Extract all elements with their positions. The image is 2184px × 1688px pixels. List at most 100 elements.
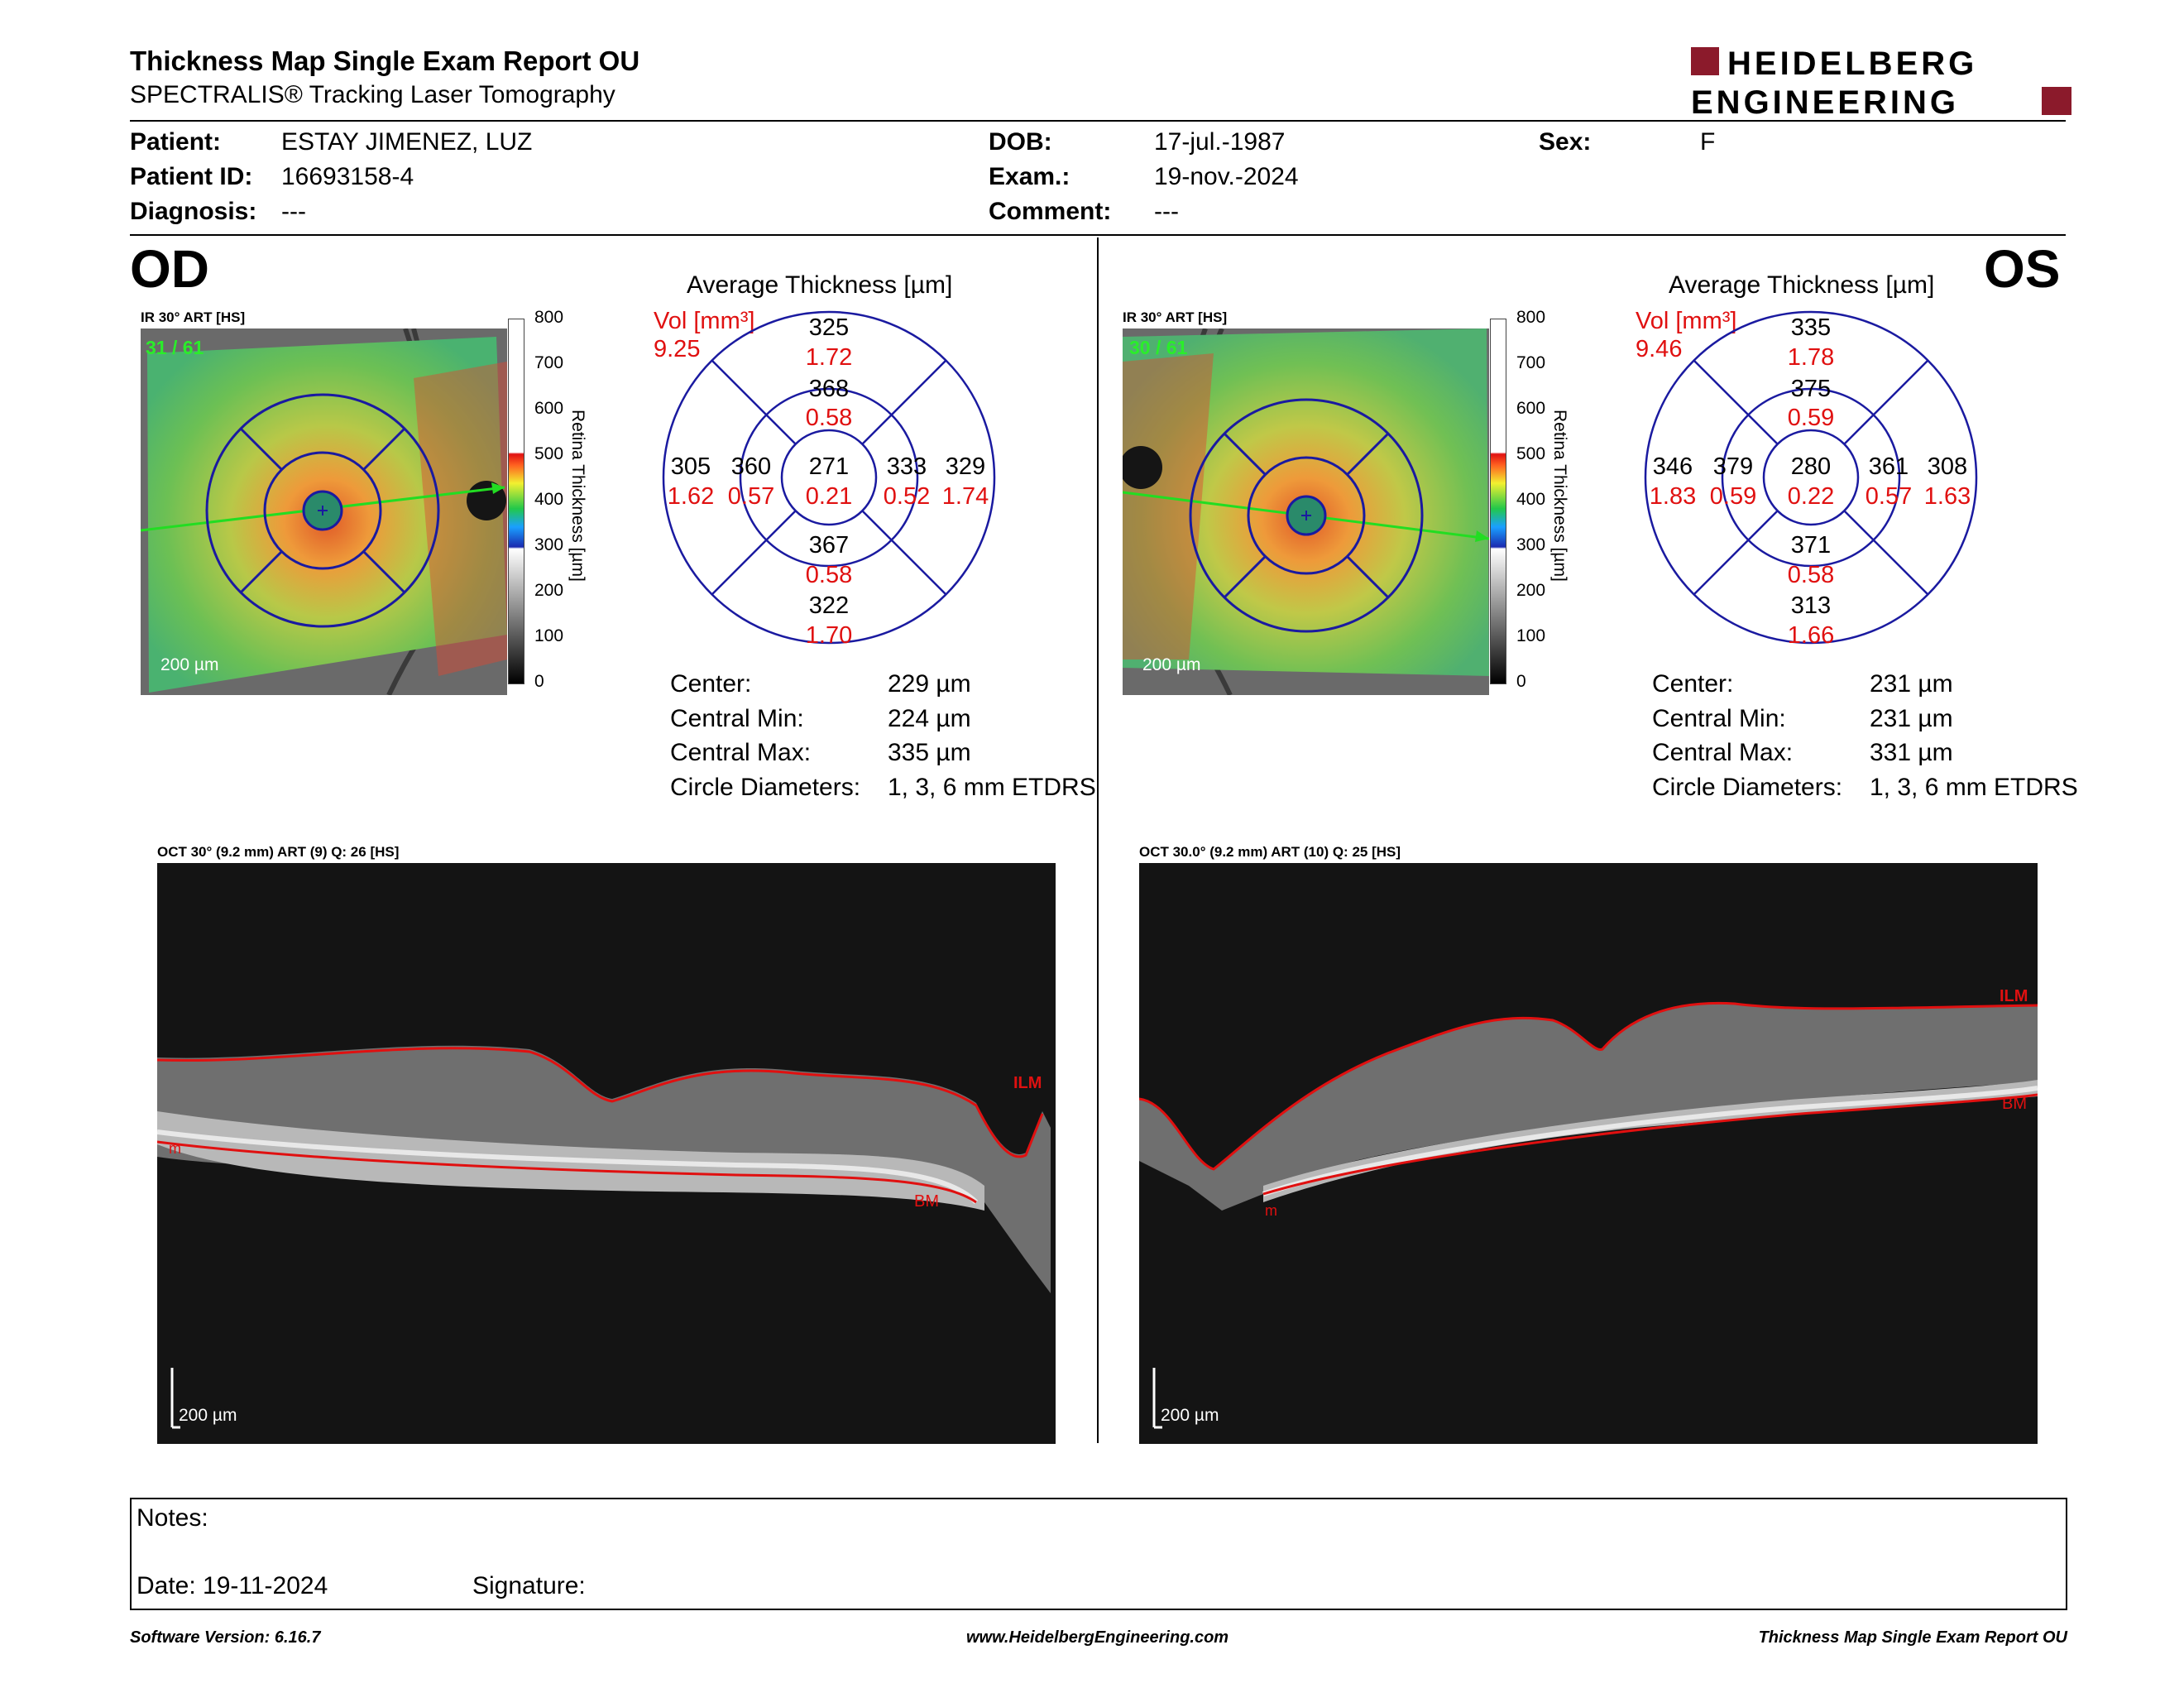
svg-text:325: 325 [809, 314, 849, 341]
od-tick: 400 [534, 490, 564, 509]
software-version: Software Version: 6.16.7 [130, 1628, 321, 1647]
os-tick: 200 [1516, 581, 1546, 600]
os-fundus-scale: 200 µm [1142, 655, 1201, 674]
svg-text:0.22: 0.22 [1788, 483, 1834, 510]
svg-text:1.66: 1.66 [1788, 622, 1834, 645]
svg-text:0.58: 0.58 [806, 405, 852, 431]
od-oct-caption: OCT 30° (9.2 mm) ART (9) Q: 26 [HS] [157, 844, 400, 860]
signature-label: Signature: [472, 1572, 586, 1599]
svg-text:368: 368 [809, 376, 849, 402]
svg-text:271: 271 [809, 453, 849, 480]
od-etdrs-grid: 325 1.72 368 0.58 271 0.21 367 0.58 322 … [662, 310, 996, 645]
os-circle-diameters-label: Circle Diameters: [1652, 774, 1843, 801]
os-frame-counter: 30 / 61 [1129, 337, 1188, 358]
patient-label: Patient: [130, 128, 222, 156]
footer-report-name: Thickness Map Single Exam Report OU [1758, 1628, 2067, 1647]
svg-text:1.62: 1.62 [668, 483, 714, 510]
svg-text:308: 308 [1928, 453, 1967, 480]
os-central-max-label: Central Max: [1652, 739, 1794, 766]
svg-text:280: 280 [1791, 453, 1831, 480]
exam-label: Exam.: [989, 163, 1070, 190]
od-tick: 100 [534, 626, 564, 645]
report-subtitle: SPECTRALIS® Tracking Laser Tomography [130, 81, 615, 108]
sex-label: Sex: [1539, 128, 1592, 156]
os-ilm-label: ILM [2000, 987, 2028, 1005]
info-divider [130, 234, 2066, 236]
svg-text:1.78: 1.78 [1788, 344, 1834, 371]
od-tick: 0 [534, 672, 544, 691]
os-tick: 500 [1516, 444, 1546, 463]
notes-box[interactable]: Notes: Date: 19-11-2024 Signature: [130, 1498, 2067, 1610]
od-fundus-scale: 200 µm [160, 655, 219, 674]
od-tick: 300 [534, 535, 564, 554]
svg-text:333: 333 [887, 453, 927, 480]
os-fundus-image: 30 / 61 200 µm [1123, 328, 1489, 695]
comment-label: Comment: [989, 198, 1112, 225]
od-central-max-value: 335 µm [888, 739, 971, 766]
diagnosis-label: Diagnosis: [130, 198, 257, 225]
os-colorbar [1490, 319, 1506, 684]
os-colorbar-axis-label: Retina Thickness [µm] [1550, 410, 1569, 582]
os-m-label: m [1265, 1202, 1277, 1219]
os-volume-total: 9.46 [1636, 336, 1683, 362]
os-oct-bscan: ILM BM m 200 µm [1139, 863, 2038, 1444]
od-colorbar [508, 319, 524, 684]
svg-text:1.63: 1.63 [1924, 483, 1971, 510]
patient-id-value: 16693158-4 [281, 163, 414, 190]
os-oct-scale: 200 µm [1161, 1406, 1219, 1425]
heidelberg-logo: HEIDELBERG ENGINEERING [1691, 46, 2071, 120]
os-bm-label: BM [2002, 1095, 2027, 1113]
od-oct-scale: 200 µm [179, 1406, 237, 1425]
os-tick: 100 [1516, 626, 1546, 645]
svg-text:371: 371 [1791, 532, 1831, 559]
os-center-label: Center: [1652, 670, 1734, 698]
od-circle-diameters-value: 1, 3, 6 mm ETDRS [888, 774, 1096, 801]
patient-name: ESTAY JIMENEZ, LUZ [281, 128, 533, 156]
os-central-min-value: 231 µm [1870, 705, 1953, 732]
od-average-thickness-title: Average Thickness [µm] [687, 271, 953, 299]
svg-text:0.52: 0.52 [884, 483, 930, 510]
os-central-min-label: Central Min: [1652, 705, 1786, 732]
svg-text:379: 379 [1713, 453, 1753, 480]
report-title: Thickness Map Single Exam Report OU [130, 46, 640, 76]
od-fundus-image: 31 / 61 200 µm [141, 328, 507, 695]
os-average-thickness-title: Average Thickness [µm] [1669, 271, 1935, 299]
od-oct-bscan: ILM BM m 200 µm [157, 863, 1056, 1444]
od-center-label: Center: [670, 670, 752, 698]
dob-value: 17-jul.-1987 [1154, 128, 1286, 156]
os-fundus-caption: IR 30° ART [HS] [1123, 309, 1228, 325]
od-tick: 800 [534, 308, 564, 327]
svg-text:0.59: 0.59 [1788, 405, 1834, 431]
patient-id-label: Patient ID: [130, 163, 253, 190]
dob-label: DOB: [989, 128, 1052, 156]
os-tick: 700 [1516, 353, 1546, 372]
svg-text:367: 367 [809, 532, 849, 559]
od-center-value: 229 µm [888, 670, 971, 698]
od-central-max-label: Central Max: [670, 739, 812, 766]
svg-text:313: 313 [1791, 592, 1831, 619]
eye-divider [1097, 237, 1099, 1443]
os-center-value: 231 µm [1870, 670, 1953, 698]
od-central-min-label: Central Min: [670, 705, 804, 732]
svg-text:375: 375 [1791, 376, 1831, 402]
svg-text:1.74: 1.74 [942, 483, 989, 510]
svg-text:335: 335 [1791, 314, 1831, 341]
od-tick: 500 [534, 444, 564, 463]
od-eye-label: OD [130, 239, 209, 299]
od-central-min-value: 224 µm [888, 705, 971, 732]
od-circle-diameters-label: Circle Diameters: [670, 774, 861, 801]
svg-text:ENGINEERING: ENGINEERING [1691, 84, 1959, 120]
os-tick: 0 [1516, 672, 1526, 691]
header-divider [130, 120, 2066, 122]
os-central-max-value: 331 µm [1870, 739, 1953, 766]
svg-text:HEIDELBERG: HEIDELBERG [1727, 46, 1977, 82]
os-volume-label: Vol [mm³] [1636, 308, 1737, 334]
os-tick: 600 [1516, 399, 1546, 418]
svg-text:1.83: 1.83 [1650, 483, 1696, 510]
svg-text:0.57: 0.57 [728, 483, 774, 510]
od-colorbar-axis-label: Retina Thickness [µm] [568, 410, 587, 582]
od-volume-label: Vol [mm³] [654, 308, 755, 334]
os-eye-label: OS [1984, 239, 2061, 299]
website-link[interactable]: www.HeidelbergEngineering.com [966, 1628, 1229, 1647]
os-tick: 400 [1516, 490, 1546, 509]
